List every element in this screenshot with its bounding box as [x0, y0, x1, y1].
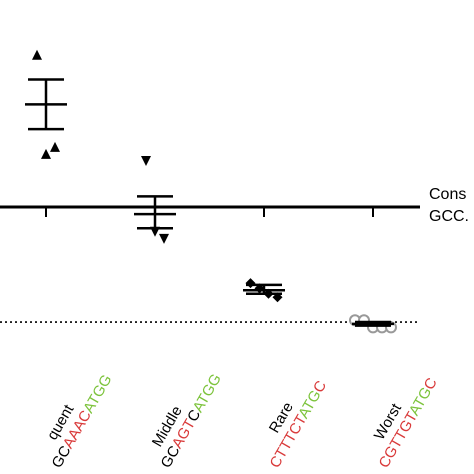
sequence-part: ATGG: [190, 371, 225, 415]
reference-line-label: Cons: [429, 186, 466, 203]
data-point: [50, 141, 60, 152]
reference-line-label: GCC.: [429, 208, 469, 225]
data-point: [32, 49, 42, 60]
data-point: [245, 278, 256, 289]
data-point: [159, 233, 169, 244]
sequence-part: ATGG: [80, 372, 115, 416]
data-point: [141, 155, 151, 166]
data-point: [41, 148, 51, 159]
